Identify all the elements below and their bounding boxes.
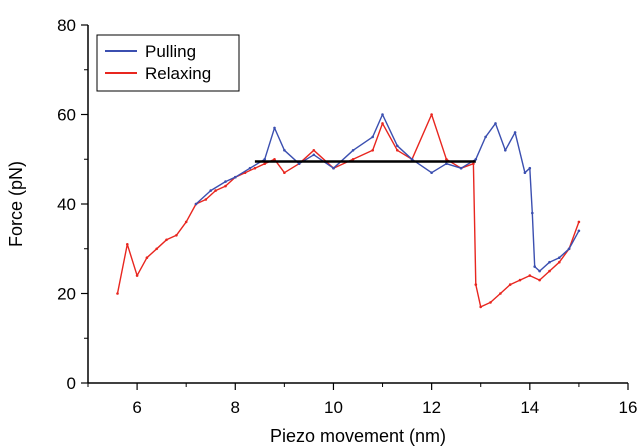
data-point-pulling bbox=[459, 166, 463, 170]
data-point-relaxing bbox=[116, 292, 119, 295]
data-point-pulling bbox=[484, 135, 487, 139]
legend-label-pulling: Pulling bbox=[145, 42, 196, 61]
data-point-relaxing bbox=[165, 238, 168, 242]
series-line-pulling bbox=[195, 113, 580, 272]
y-tick-label: 60 bbox=[57, 106, 76, 125]
data-point-relaxing bbox=[351, 158, 355, 161]
x-tick-label: 12 bbox=[422, 398, 441, 417]
data-point-relaxing bbox=[528, 274, 532, 277]
y-axis-label: Force (pN) bbox=[6, 161, 26, 247]
data-point-pulling bbox=[297, 162, 301, 165]
data-point-relaxing bbox=[184, 220, 188, 224]
data-point-relaxing bbox=[214, 189, 217, 192]
data-point-relaxing bbox=[175, 234, 178, 237]
data-point-pulling bbox=[351, 149, 355, 152]
data-point-relaxing bbox=[479, 305, 483, 309]
legend: Pulling Relaxing bbox=[96, 34, 240, 92]
data-point-relaxing bbox=[381, 122, 384, 125]
data-point-pulling bbox=[273, 126, 276, 130]
data-point-relaxing bbox=[135, 274, 139, 277]
data-point-pulling bbox=[567, 247, 571, 251]
data-point-relaxing bbox=[472, 162, 475, 165]
data-point-relaxing bbox=[283, 171, 286, 174]
y-tick-label: 80 bbox=[57, 16, 76, 35]
data-point-pulling bbox=[528, 166, 532, 170]
data-point-pulling bbox=[248, 166, 252, 170]
data-point-pulling bbox=[531, 211, 534, 215]
data-point-relaxing bbox=[538, 278, 541, 282]
data-point-relaxing bbox=[430, 113, 433, 116]
series-line-relaxing bbox=[116, 113, 580, 308]
x-tick-label: 6 bbox=[132, 398, 141, 417]
data-point-pulling bbox=[332, 166, 335, 170]
data-point-pulling bbox=[371, 135, 375, 139]
data-point-relaxing bbox=[508, 283, 512, 286]
data-point-relaxing bbox=[499, 292, 502, 295]
data-point-relaxing bbox=[558, 260, 561, 264]
data-point-pulling bbox=[194, 202, 198, 206]
data-point-pulling bbox=[548, 260, 551, 264]
data-point-relaxing bbox=[155, 247, 158, 251]
data-point-relaxing bbox=[548, 269, 551, 273]
data-point-pulling bbox=[209, 189, 212, 192]
y-tick-label: 40 bbox=[57, 195, 76, 214]
data-point-relaxing bbox=[474, 283, 478, 286]
data-point-pulling bbox=[533, 265, 536, 268]
data-point-relaxing bbox=[312, 149, 316, 152]
data-point-pulling bbox=[410, 158, 414, 161]
data-point-relaxing bbox=[253, 166, 257, 170]
data-point-relaxing bbox=[577, 220, 581, 224]
x-tick-label: 10 bbox=[324, 398, 343, 417]
legend-label-relaxing: Relaxing bbox=[145, 64, 211, 83]
data-point-relaxing bbox=[263, 162, 267, 165]
x-tick-label: 8 bbox=[231, 398, 240, 417]
data-point-pulling bbox=[312, 153, 316, 157]
data-point-relaxing bbox=[204, 198, 208, 201]
data-point-pulling bbox=[523, 171, 527, 174]
data-point-pulling bbox=[430, 171, 433, 174]
data-point-relaxing bbox=[224, 184, 227, 188]
data-point-pulling bbox=[494, 122, 497, 125]
data-point-relaxing bbox=[396, 149, 399, 152]
data-point-pulling bbox=[558, 256, 561, 260]
y-tick-label: 0 bbox=[67, 374, 76, 393]
data-point-relaxing bbox=[489, 301, 492, 304]
data-point-relaxing bbox=[518, 278, 522, 282]
data-point-relaxing bbox=[371, 149, 375, 152]
data-point-pulling bbox=[513, 131, 517, 134]
axes: 6 8 10 12 14 16 0 20 40 60 80 bbox=[57, 16, 637, 417]
data-point-pulling bbox=[445, 162, 448, 165]
data-point-relaxing bbox=[445, 158, 448, 161]
series-layer bbox=[116, 113, 581, 309]
x-tick-label: 14 bbox=[520, 398, 539, 417]
y-tick-label: 20 bbox=[57, 285, 76, 304]
data-point-pulling bbox=[474, 158, 478, 161]
data-point-relaxing bbox=[145, 256, 149, 260]
x-tick-label: 16 bbox=[619, 398, 638, 417]
data-point-pulling bbox=[577, 229, 581, 233]
data-point-relaxing bbox=[273, 158, 276, 161]
data-point-pulling bbox=[538, 269, 541, 273]
data-point-pulling bbox=[283, 149, 286, 152]
x-axis-label: Piezo movement (nm) bbox=[270, 426, 446, 446]
legend-box bbox=[96, 34, 240, 92]
data-point-pulling bbox=[263, 158, 267, 161]
data-point-pulling bbox=[234, 175, 237, 179]
data-point-relaxing bbox=[126, 243, 129, 246]
data-point-pulling bbox=[381, 113, 384, 116]
data-point-pulling bbox=[396, 144, 399, 148]
data-point-pulling bbox=[224, 180, 227, 183]
data-point-pulling bbox=[504, 149, 507, 152]
